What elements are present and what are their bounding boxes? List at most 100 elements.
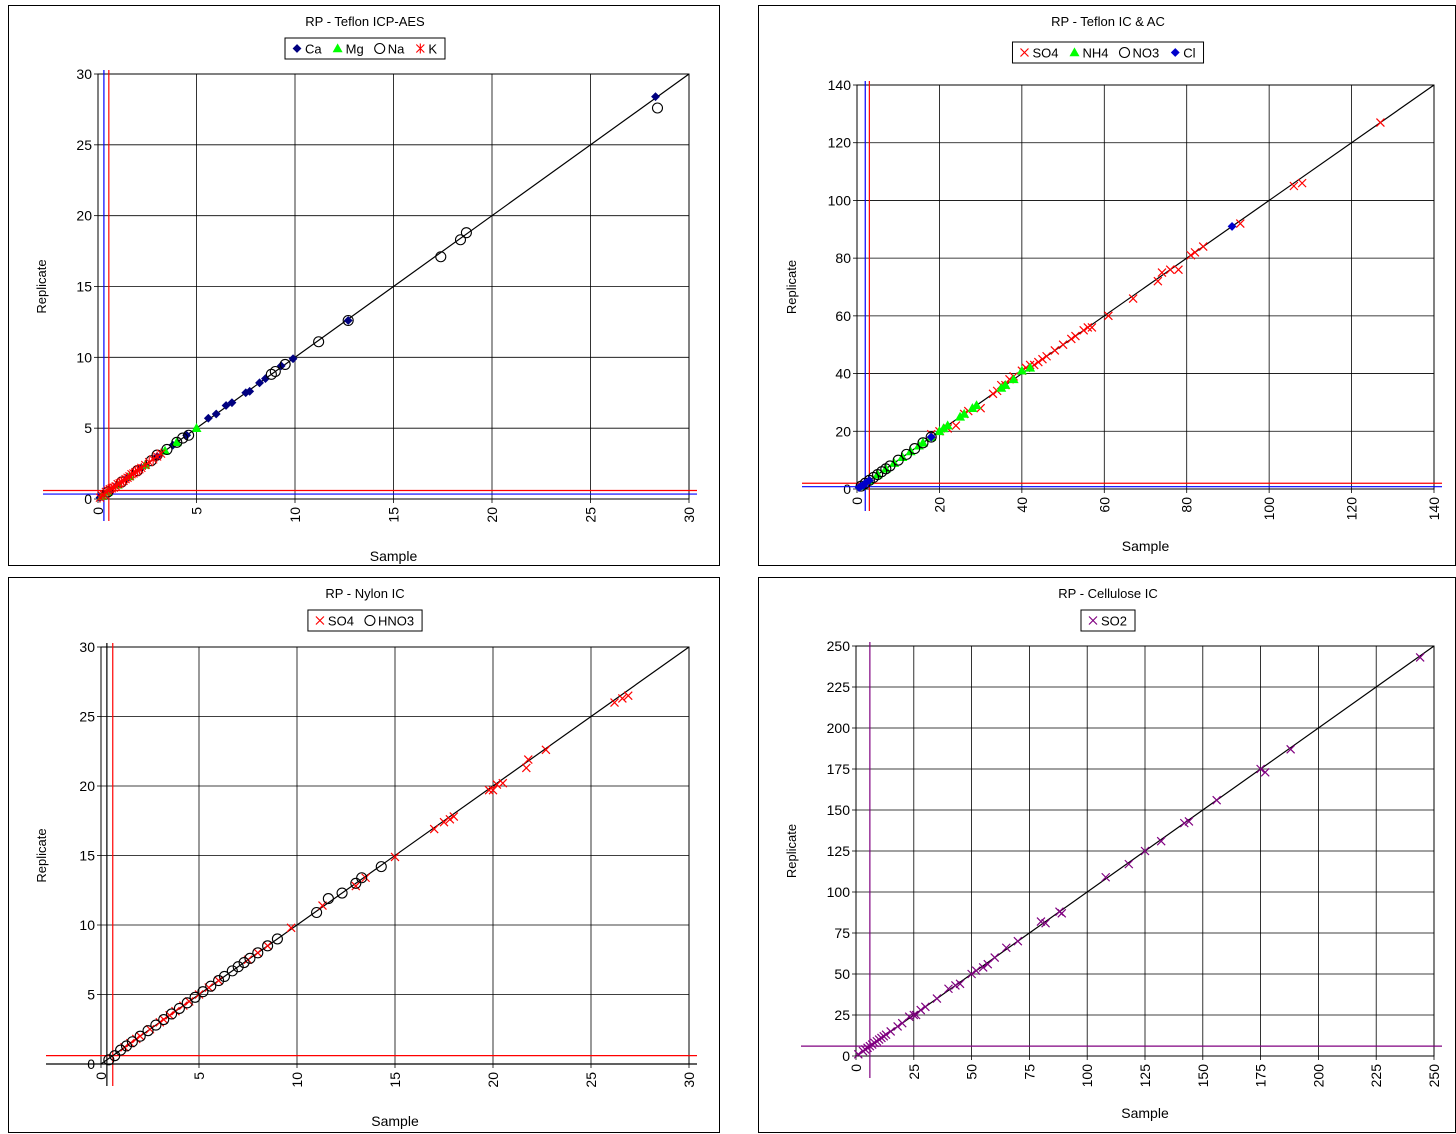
data-point-so4 xyxy=(1033,357,1043,367)
data-point-hno3 xyxy=(336,887,348,899)
data-point-so4 xyxy=(1235,219,1245,228)
legend-marker-no3 xyxy=(1118,46,1131,59)
x-tick-label: 10 xyxy=(289,1072,305,1088)
data-point-ca xyxy=(343,316,353,325)
data-point-so4 xyxy=(484,785,494,795)
data-point-so4 xyxy=(1190,247,1200,257)
chart-panel-teflon-ic-ac: 0 20 40 60 80 100 120 140 0 20 40 60 80 100 120 140 Samp… xyxy=(758,5,1456,566)
scatter-chart-teflon-icp-aes: 0 5 10 15 20 25 30 0 5 10 15 20 25 30 Sample Replicate R… xyxy=(34,14,697,564)
data-point-so2 xyxy=(983,959,993,969)
data-point-so2 xyxy=(1415,653,1425,662)
scatter-chart-cellulose-ic: 0 25 50 75 100 125 150 175 200 225 250 0 25 50 75 100 12… xyxy=(784,586,1442,1121)
x-tick-label: 20 xyxy=(484,507,500,523)
y-axis-label: Replicate xyxy=(34,259,49,313)
y-tick-label: 20 xyxy=(79,778,95,794)
legend-label-cl: Cl xyxy=(1183,46,1195,61)
data-point-so2 xyxy=(1260,767,1270,777)
y-tick-label: 40 xyxy=(835,366,851,382)
data-point-so2 xyxy=(1013,936,1023,946)
data-point-so4 xyxy=(390,852,400,862)
data-point-hno3 xyxy=(271,933,283,945)
data-point-na xyxy=(183,429,195,441)
data-point-so2 xyxy=(1286,744,1296,754)
data-point-so2 xyxy=(990,953,1000,963)
y-tick-label: 125 xyxy=(827,843,851,859)
legend-marker-na xyxy=(374,42,386,55)
data-points xyxy=(854,118,1385,492)
x-tick-label: 250 xyxy=(1426,1064,1442,1088)
data-point-hno3 xyxy=(150,1019,162,1031)
data-point-ca xyxy=(255,378,264,388)
x-tick-label: 25 xyxy=(906,1064,922,1080)
x-tick-label: 60 xyxy=(1096,497,1112,513)
data-point-hno3 xyxy=(109,1050,121,1062)
data-point-so4 xyxy=(1165,265,1175,275)
data-point-na xyxy=(161,443,173,455)
data-point-so4 xyxy=(286,923,296,933)
data-point-no3 xyxy=(917,437,929,449)
y-axis-label: Replicate xyxy=(784,260,799,314)
y-tick-label: 0 xyxy=(84,491,92,507)
data-points xyxy=(103,691,633,1066)
data-point-so2 xyxy=(944,984,953,994)
data-point-k xyxy=(156,448,166,459)
data-point-so4 xyxy=(351,881,361,891)
data-point-na xyxy=(171,436,183,448)
x-tick-label: 5 xyxy=(189,507,205,515)
data-point-so2 xyxy=(853,1049,863,1059)
data-point-so4 xyxy=(1087,322,1097,332)
data-point-so4 xyxy=(1042,351,1052,361)
y-axis-label: Replicate xyxy=(784,824,799,878)
legend-marker-hno3 xyxy=(364,614,376,627)
chart-title: RP - Teflon ICP-AES xyxy=(305,14,425,29)
y-tick-label: 5 xyxy=(84,420,92,436)
data-point-hno3 xyxy=(189,991,201,1003)
data-point-so4 xyxy=(1103,311,1113,321)
data-point-so2 xyxy=(886,1026,896,1036)
data-point-na xyxy=(342,314,354,327)
data-point-na xyxy=(454,234,467,246)
x-tick-label: 25 xyxy=(583,507,599,523)
y-tick-label: 15 xyxy=(79,848,95,864)
x-tick-label: 225 xyxy=(1368,1064,1384,1088)
data-point-so2 xyxy=(1041,918,1051,928)
data-point-so2 xyxy=(932,994,942,1004)
y-tick-label: 0 xyxy=(843,481,851,497)
y-tick-label: 200 xyxy=(827,720,851,736)
y-tick-label: 30 xyxy=(76,66,92,82)
data-point-so4 xyxy=(135,1031,145,1041)
y-tick-label: 225 xyxy=(827,679,851,695)
data-point-no3 xyxy=(900,448,913,460)
data-point-na xyxy=(313,336,325,348)
data-point-so4 xyxy=(951,421,961,430)
data-point-ca xyxy=(651,92,660,102)
data-point-k xyxy=(140,460,150,470)
data-point-na xyxy=(145,455,157,467)
data-point-so2 xyxy=(904,1012,914,1022)
y-tick-label: 50 xyxy=(834,966,850,982)
data-point-hno3 xyxy=(120,1040,133,1052)
data-point-so2 xyxy=(897,1018,907,1028)
data-point-so4 xyxy=(610,698,619,708)
data-point-so2 xyxy=(1184,817,1194,826)
data-point-so4 xyxy=(1083,322,1093,332)
data-point-so4 xyxy=(1066,334,1076,344)
data-point-so2 xyxy=(971,966,981,976)
y-tick-label: 0 xyxy=(842,1048,850,1064)
x-tick-label: 30 xyxy=(681,1072,697,1088)
data-point-k xyxy=(144,457,154,468)
data-point-so4 xyxy=(521,763,531,773)
y-tick-label: 30 xyxy=(79,639,95,655)
x-tick-label: 15 xyxy=(386,507,402,523)
x-tick-label: 150 xyxy=(1195,1064,1211,1088)
data-points xyxy=(95,92,664,503)
legend-box xyxy=(284,37,446,60)
data-point-so2 xyxy=(1124,859,1134,869)
chart-panel-cellulose-ic: 0 25 50 75 100 125 150 175 200 225 250 0 25 50 75 100 12… xyxy=(758,577,1456,1133)
y-tick-label: 10 xyxy=(79,917,95,933)
data-point-so2 xyxy=(1057,908,1067,918)
data-point-ca xyxy=(211,409,221,419)
data-point-so4 xyxy=(361,873,371,883)
y-tick-label: 100 xyxy=(828,192,852,208)
